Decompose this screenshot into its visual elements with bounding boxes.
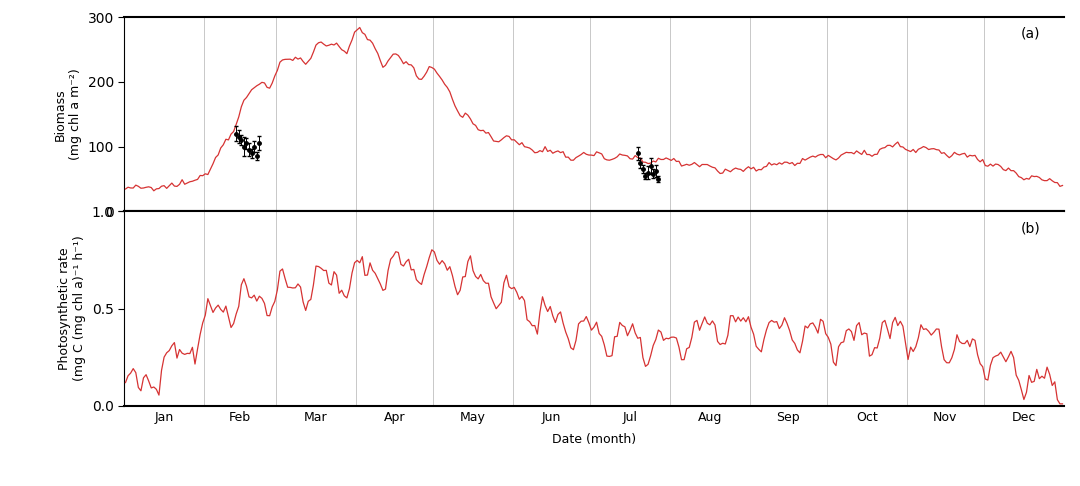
Text: (b): (b) [1021,221,1040,235]
Text: (a): (a) [1021,27,1040,41]
Y-axis label: Photosynthetic rate
(mg C (mg chl a)⁻¹ h⁻¹): Photosynthetic rate (mg C (mg chl a)⁻¹ h… [58,236,86,382]
X-axis label: Date (month): Date (month) [552,433,636,446]
Y-axis label: Biomass
(mg chl a m⁻²): Biomass (mg chl a m⁻²) [54,69,82,160]
